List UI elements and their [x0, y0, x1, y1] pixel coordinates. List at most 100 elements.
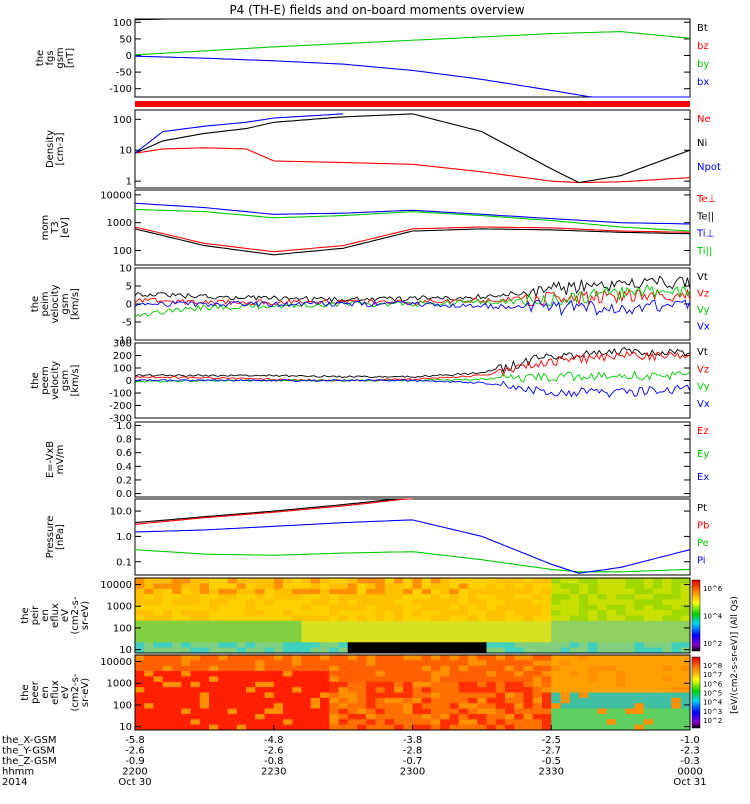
figure-title: P4 (TH-E) fields and on-board moments ov… — [229, 3, 524, 17]
y-tick-label: 1.0 — [116, 532, 132, 543]
series-Pt-line — [134, 498, 413, 524]
colorbar-tick: 10^2 — [703, 640, 722, 648]
y-axis-label: the — [20, 607, 31, 623]
colorbar-tick: 10^2 — [703, 717, 722, 725]
legend-Te||: Te|| — [696, 211, 714, 222]
y-tick-label: 10 — [119, 645, 132, 656]
series-Vx-line — [134, 379, 691, 398]
series-Vy-line — [134, 370, 691, 384]
y-axis-label: mom — [40, 215, 51, 241]
y-axis-label: the — [20, 684, 31, 700]
x-tick-label: -0.9 — [125, 756, 145, 767]
y-axis-label: eV — [60, 686, 71, 699]
legend-Pe: Pe — [697, 538, 709, 549]
legend-bz: bz — [697, 41, 709, 52]
y-axis-label: [km/s] — [70, 288, 81, 320]
x-tick-label: 2230 — [261, 767, 286, 778]
y-tick-label: 0 — [126, 51, 132, 62]
legend-Pi: Pi — [697, 556, 706, 567]
y-tick-label: 100 — [113, 623, 132, 634]
y-tick-label: 1000 — [107, 679, 132, 690]
series-Ni-line — [134, 113, 691, 184]
x-tick-label: -2.3 — [680, 746, 700, 757]
legend-by: by — [697, 59, 709, 70]
heatmap-cells — [135, 655, 691, 731]
x-tick-label: -3.8 — [403, 735, 423, 746]
legend-Ey: Ey — [697, 449, 709, 460]
series-by-line — [134, 31, 691, 56]
y-axis-label: the — [35, 50, 46, 66]
x-tick-label: -4.8 — [264, 735, 284, 746]
y-tick-label: 0.1 — [116, 557, 132, 568]
panel-0: 100 50 0 -50 -100 the fgs gsm [nT] Bt bz by bx — [35, 18, 709, 98]
y-tick-label: 300 — [113, 339, 132, 350]
legend-Te⊥: Te⊥ — [696, 194, 716, 205]
y-axis-label: peem — [40, 366, 51, 394]
x-tick-label: -0.7 — [403, 756, 423, 767]
legend-Vz: Vz — [697, 364, 709, 375]
series-Pb-line — [134, 498, 413, 525]
series-bx-line — [134, 55, 690, 98]
y-axis-label: sr-eV) — [80, 678, 91, 707]
panel-frame — [134, 109, 691, 189]
x-tick-label: -2.8 — [403, 746, 423, 757]
y-tick-label: 0 — [126, 376, 132, 387]
y-axis-label: (cm2-s- — [70, 596, 81, 634]
y-tick-label: 10 — [119, 146, 132, 157]
y-tick-label: 50 — [119, 34, 132, 45]
colorbar-scale — [691, 656, 701, 729]
y-tick-label: 5 — [126, 282, 132, 293]
y-axis-label: E=-VxB — [45, 441, 56, 478]
legend-Ti||: Ti|| — [696, 246, 712, 257]
y-tick-label: -10 — [116, 336, 132, 347]
y-axis-label: gsm — [60, 370, 71, 391]
x-tick-label: Oct 30 — [118, 777, 151, 788]
panel-frame — [134, 577, 691, 654]
y-axis-label: (cm2-s- — [70, 673, 81, 711]
panel-8: 10000 1000 100 10 the peer en eflux eV (cm2-s-sr-… — [20, 654, 723, 733]
x-tick-label: -0.8 — [264, 756, 284, 767]
legend-Npot: Npot — [697, 162, 721, 173]
y-tick-label: 1.0 — [116, 421, 132, 432]
y-axis-label: Density — [45, 130, 56, 168]
y-axis-label: [nT] — [65, 48, 76, 68]
y-tick-label: 10 — [119, 264, 132, 275]
colorbar-tick: 10^6 — [703, 585, 723, 593]
legend-Ti⊥: Ti⊥ — [696, 229, 714, 240]
legend-Vt: Vt — [697, 272, 708, 283]
y-axis-label: the — [30, 296, 41, 312]
panel-5: 1.0 0.8 0.6 0.4 0.2 0.0 E=-VxB mV/m Ez Ey Ex — [45, 421, 709, 500]
legend-Ez: Ez — [697, 426, 709, 437]
legend-Vy: Vy — [697, 305, 710, 316]
y-axis-label: mV/m — [55, 445, 66, 475]
x-row-label: hhmm — [2, 767, 34, 778]
y-axis-label: en — [40, 686, 51, 699]
y-axis-label: [cm-3] — [55, 132, 66, 165]
y-tick-label: 0.0 — [116, 489, 132, 500]
y-axis-label: fgs — [45, 50, 56, 65]
y-axis-label: peir — [30, 605, 41, 625]
y-axis-label: the — [30, 372, 41, 388]
series-Ne-line — [134, 147, 691, 184]
bz-saturated-band — [135, 101, 690, 107]
series-Vt-line — [134, 346, 691, 379]
x-tick-label: -2.5 — [541, 735, 561, 746]
panel-1: 100 10 1 Density [cm-3] Ne Ni Npot — [45, 109, 721, 189]
y-tick-label: 0.2 — [116, 475, 132, 486]
legend-Ne: Ne — [697, 114, 711, 125]
colorbar-tick: 10^8 — [703, 662, 722, 670]
x-tick-label: -5.8 — [125, 735, 145, 746]
colorbar-scale — [691, 579, 701, 652]
x-tick-label: -2.6 — [125, 746, 145, 757]
x-tick-label: Oct 31 — [673, 777, 706, 788]
y-tick-label: 10000 — [100, 580, 132, 591]
series-Ti⊥-line — [134, 202, 691, 225]
x-row-label: the_X-GSM — [2, 735, 56, 746]
y-axis-label: eV — [60, 609, 71, 622]
colorbar-tick: 10^4 — [703, 613, 723, 621]
x-tick-label: -0.5 — [541, 756, 561, 767]
y-tick-label: 1 — [126, 177, 132, 188]
x-tick-label: 2200 — [122, 767, 147, 778]
y-tick-label: -50 — [116, 68, 132, 79]
